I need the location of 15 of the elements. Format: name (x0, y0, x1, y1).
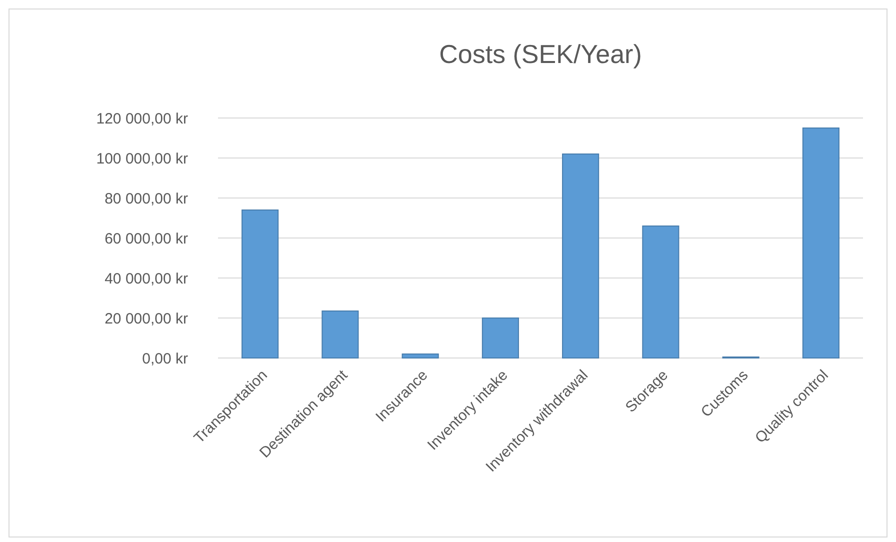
chart-title: Costs (SEK/Year) (439, 39, 642, 69)
y-tick-label: 60 000,00 kr (104, 230, 188, 248)
y-tick-label: 80 000,00 kr (104, 190, 188, 208)
y-tick-label: 0,00 kr (142, 350, 188, 368)
y-tick-label: 20 000,00 kr (104, 310, 188, 328)
y-tick-label: 100 000,00 kr (96, 150, 188, 168)
bar (402, 354, 439, 358)
bar (802, 128, 840, 358)
bar (642, 226, 680, 358)
bar (322, 310, 359, 358)
bar (482, 318, 519, 358)
bar (242, 210, 279, 358)
bar (562, 154, 600, 358)
y-tick-label: 40 000,00 kr (104, 270, 188, 288)
y-tick-label: 120 000,00 kr (96, 110, 188, 128)
